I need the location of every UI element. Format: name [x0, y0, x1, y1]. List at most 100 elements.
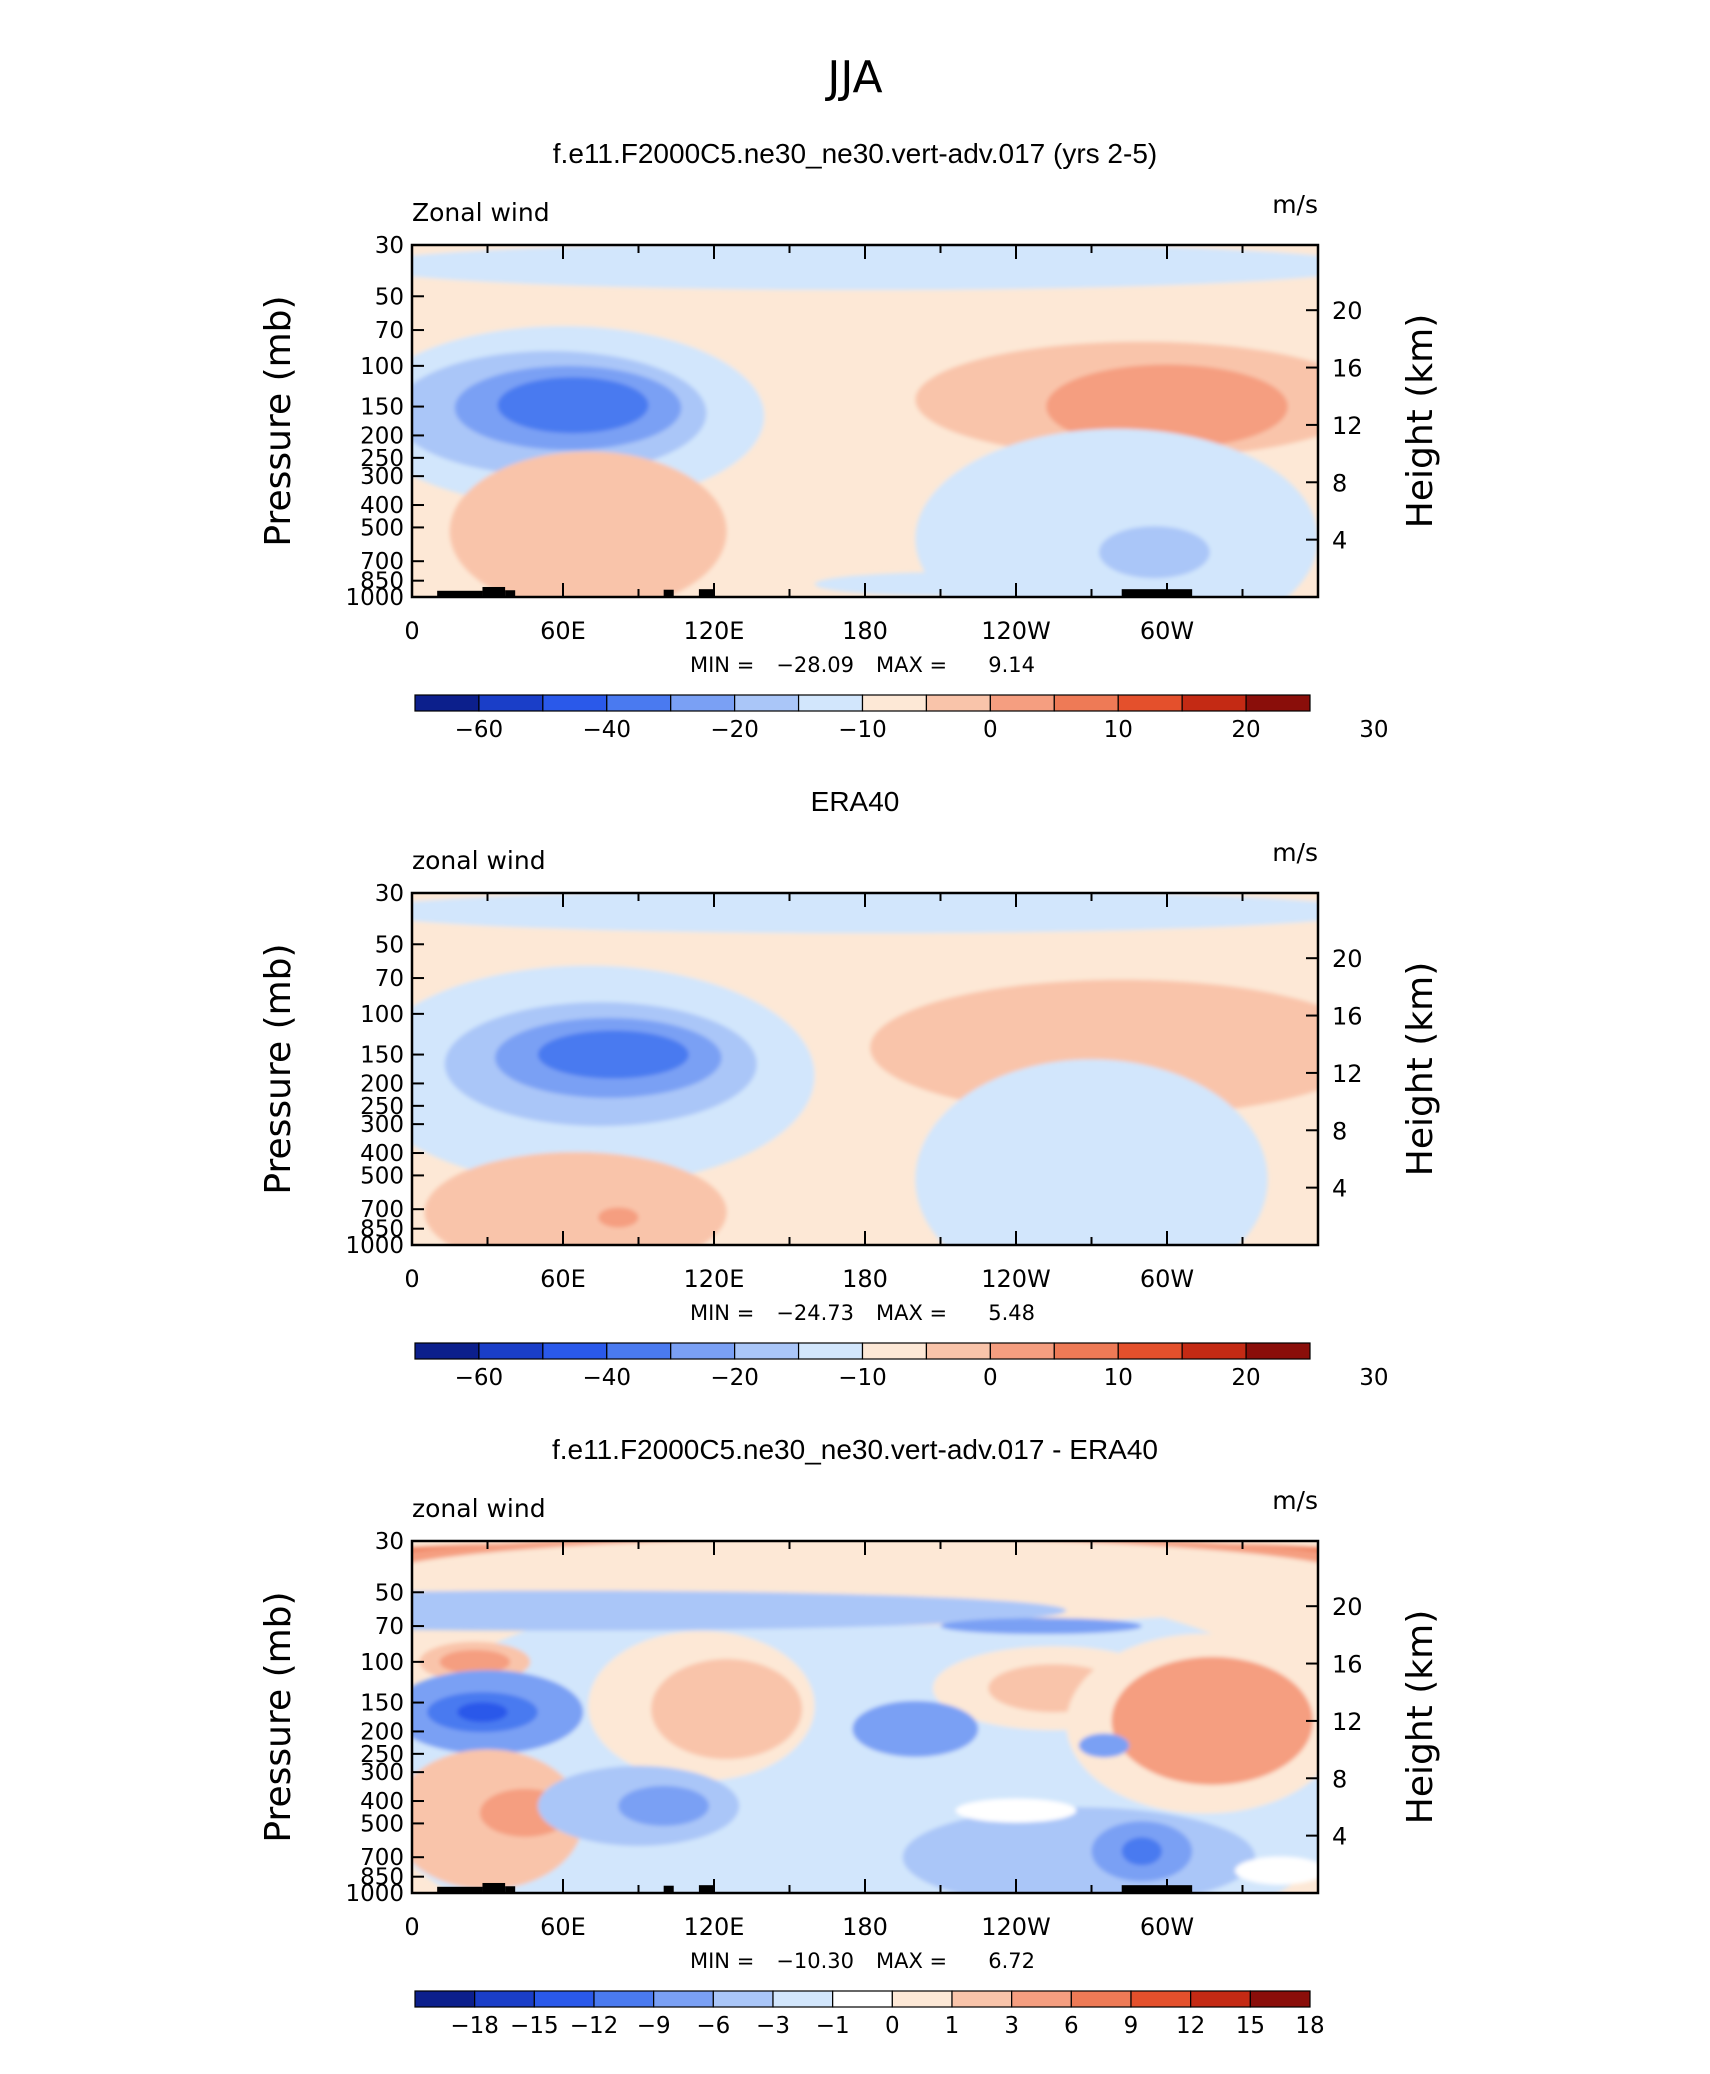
min-value: −10.30	[776, 1949, 854, 1973]
y-tick-label: 250	[360, 1094, 404, 1120]
y2-tick-label: 8	[1332, 1117, 1347, 1145]
topography-mask	[663, 589, 674, 597]
contour-field	[412, 893, 1318, 1245]
y-tick-label: 30	[375, 881, 404, 907]
contour-region	[412, 245, 1318, 291]
y-tick-label: 70	[375, 318, 404, 344]
x-tick-label: 60W	[1140, 1913, 1194, 1941]
y2-tick-label: 12	[1332, 1060, 1363, 1088]
topography-mask	[505, 1886, 516, 1893]
max-label: MAX =	[876, 653, 947, 677]
colorbar-swatch	[478, 1342, 544, 1360]
contour-region	[940, 1618, 1142, 1635]
units-label: m/s	[1272, 838, 1318, 867]
y2-tick-label: 4	[1332, 1823, 1347, 1851]
y-tick-label: 500	[360, 1163, 404, 1189]
y-tick-label: 300	[360, 464, 404, 490]
colorbar-swatch	[989, 694, 1055, 712]
y-axis-label: Pressure (mb)	[258, 295, 299, 546]
contour-region	[955, 1798, 1077, 1823]
contour-region	[412, 893, 1318, 934]
colorbar-swatch	[861, 694, 928, 712]
colorbar-label: 10	[1104, 717, 1133, 743]
colorbar: −18 −15 −12 −9 −6 −3 −1 0 1 3 6 9 12 15 18	[414, 1990, 1325, 2039]
x-tick-label: 120E	[684, 1913, 745, 1941]
x-tick-label: 60E	[540, 1265, 586, 1293]
colorbar-swatch	[989, 1342, 1055, 1360]
topography-mask	[1121, 589, 1193, 597]
max-label: MAX =	[876, 1301, 947, 1325]
topography-mask	[698, 1885, 714, 1893]
panel-title: f.e11.F2000C5.ne30_ne30.vert-adv.017 - E…	[552, 1434, 1158, 1465]
topography-mask	[505, 590, 516, 597]
x-tick-label: 0	[404, 1265, 419, 1293]
colorbar-swatch	[414, 1342, 480, 1360]
colorbar-label: −20	[710, 717, 759, 743]
units-label: m/s	[1272, 1486, 1318, 1515]
colorbar-label: 10	[1104, 1365, 1133, 1391]
colorbar-swatch	[542, 694, 608, 712]
y-tick-label: 850	[360, 1865, 404, 1891]
colorbar-swatch	[1181, 1342, 1247, 1360]
colorbar-swatch	[925, 1342, 991, 1360]
colorbar-swatch	[606, 694, 672, 712]
y-tick-label: 70	[375, 966, 404, 992]
colorbar-swatch	[1181, 694, 1247, 712]
colorbar-swatch	[797, 1342, 864, 1360]
colorbar-label: −9	[637, 2013, 671, 2039]
y-tick-label: 400	[360, 1789, 404, 1815]
y-tick-label: 100	[360, 1002, 404, 1028]
y-tick-label: 30	[375, 233, 404, 259]
x-tick-label: 180	[842, 617, 888, 645]
x-tick-label: 120W	[981, 617, 1051, 645]
y-tick-label: 100	[360, 354, 404, 380]
x-tick-label: 60E	[540, 617, 586, 645]
colorbar-swatch	[861, 1342, 928, 1360]
y2-tick-label: 4	[1332, 1175, 1347, 1203]
y2-tick-label: 16	[1332, 355, 1363, 383]
y2-tick-label: 20	[1332, 297, 1363, 325]
colorbar-label: 0	[983, 1365, 998, 1391]
y2-tick-label: 12	[1332, 412, 1363, 440]
y-tick-label: 200	[360, 1719, 404, 1745]
x-tick-label: 0	[404, 1913, 419, 1941]
y2-tick-label: 4	[1332, 527, 1347, 555]
colorbar-swatch	[1117, 694, 1183, 712]
topography-mask	[482, 1882, 506, 1893]
y-tick-label: 150	[360, 1691, 404, 1717]
colorbar-label: 9	[1124, 2013, 1139, 2039]
field-label: zonal wind	[412, 846, 546, 875]
y-tick-label: 1000	[345, 1881, 404, 1907]
colorbar-swatch	[797, 694, 864, 712]
field-label: Zonal wind	[412, 198, 550, 227]
y-tick-label: 30	[375, 1529, 404, 1555]
y2-tick-label: 16	[1332, 1651, 1363, 1679]
colorbar-swatch	[925, 694, 991, 712]
topography-mask	[482, 586, 506, 597]
contour-region	[598, 1207, 639, 1228]
contour-region	[870, 979, 1318, 1116]
y-tick-label: 500	[360, 1811, 404, 1837]
min-label: MIN =	[690, 1949, 754, 1973]
y-tick-label: 250	[360, 446, 404, 472]
colorbar-label: 30	[1359, 1365, 1388, 1391]
colorbar-label: −6	[696, 2013, 730, 2039]
y-tick-label: 150	[360, 1043, 404, 1069]
y-tick-label: 400	[360, 1141, 404, 1167]
colorbar-label: 12	[1176, 2013, 1205, 2039]
colorbar-swatch	[1011, 1990, 1072, 2008]
panel-1: f.e11.F2000C5.ne30_ne30.vert-adv.017 (yr…	[258, 138, 1441, 743]
colorbar-swatch	[670, 694, 736, 712]
y-tick-label: 850	[360, 569, 404, 595]
contour-field	[412, 245, 1318, 597]
contour-region	[915, 428, 1318, 597]
colorbar-label: 18	[1295, 2013, 1324, 2039]
max-value: 5.48	[988, 1301, 1035, 1325]
colorbar-label: 20	[1231, 1365, 1260, 1391]
contour-blobs	[412, 893, 1318, 1245]
colorbar-label: 30	[1359, 717, 1388, 743]
y2-tick-label: 8	[1332, 469, 1347, 497]
y-tick-label: 700	[360, 1197, 404, 1223]
contour-region	[1046, 364, 1288, 449]
colorbar-swatch	[670, 1342, 736, 1360]
